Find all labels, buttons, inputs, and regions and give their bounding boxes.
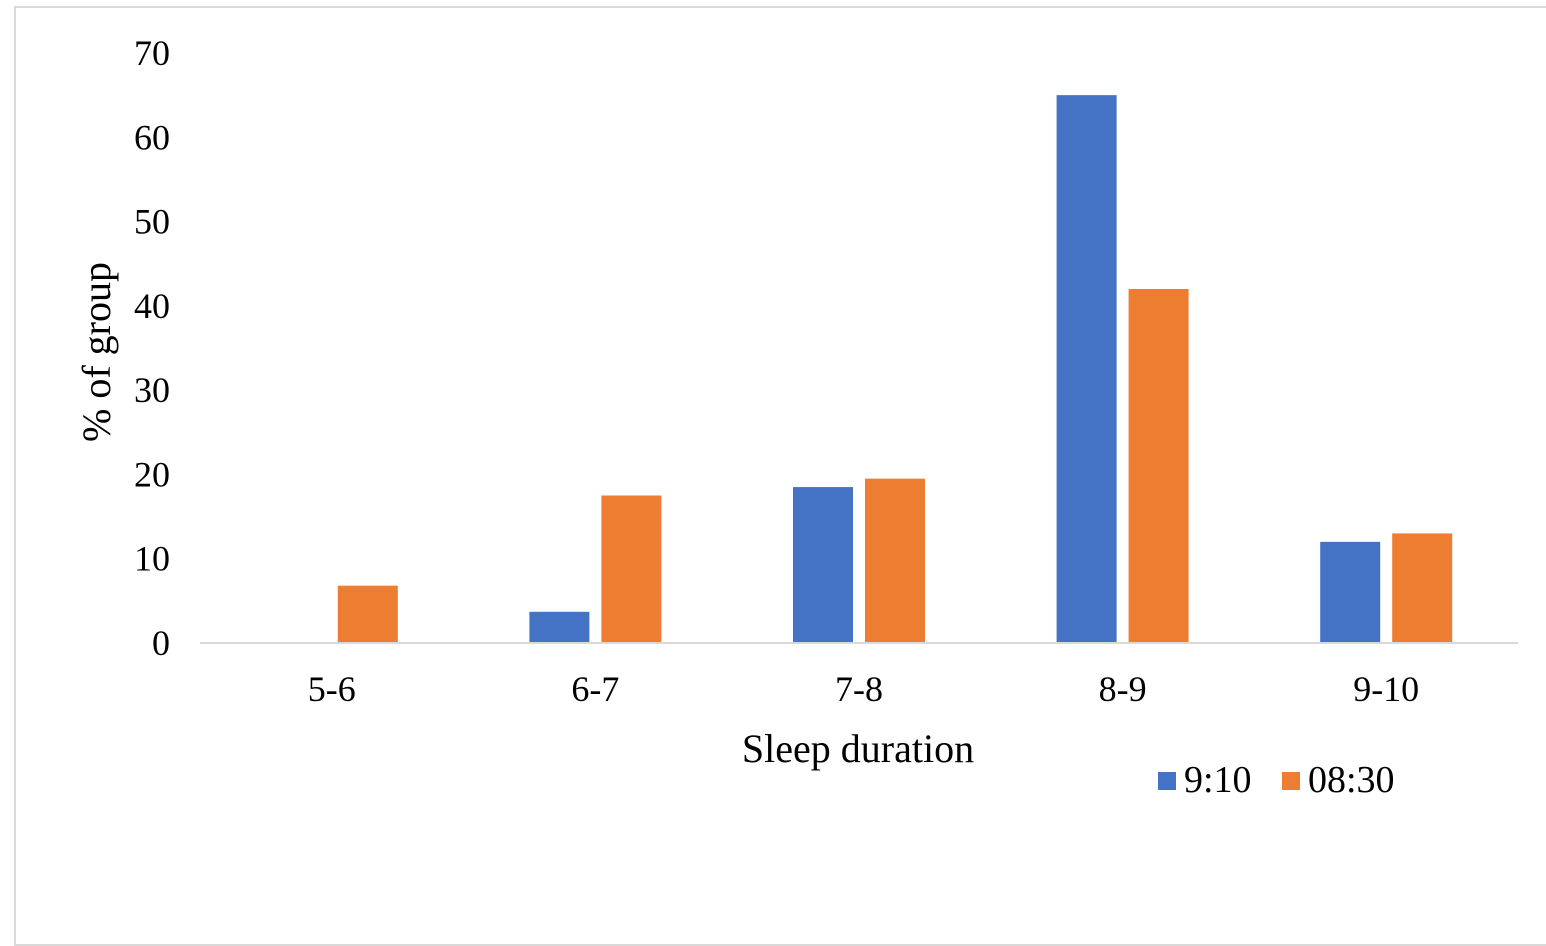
x-tick-label: 9-10 bbox=[1353, 669, 1419, 709]
x-tick-label: 5-6 bbox=[308, 669, 356, 709]
bar-5-6-series-2 bbox=[337, 585, 398, 643]
x-tick-label: 8-9 bbox=[1099, 669, 1147, 709]
y-tick-label: 0 bbox=[152, 623, 170, 663]
y-tick-label: 30 bbox=[134, 370, 170, 410]
bar-8-9-series-2 bbox=[1128, 289, 1189, 643]
y-axis-title: % of group bbox=[74, 262, 119, 442]
x-tick-label: 6-7 bbox=[571, 669, 619, 709]
y-tick-label: 20 bbox=[134, 454, 170, 494]
x-tick-label: 7-8 bbox=[835, 669, 883, 709]
y-tick-label: 60 bbox=[134, 117, 170, 157]
bar-7-8-series-2 bbox=[865, 478, 925, 643]
legend-swatch bbox=[1282, 772, 1300, 790]
x-axis-title: Sleep duration bbox=[742, 726, 974, 771]
bar-chart: 0 10 20 30 40 50 60 70 5-6 6-7 7-8 8-9 9-10 % of gr… bbox=[74, 33, 1518, 801]
bar-6-7-series-2 bbox=[601, 495, 662, 643]
x-axis-tick-labels: 5-6 6-7 7-8 8-9 9-10 bbox=[308, 669, 1419, 709]
legend-swatch bbox=[1158, 772, 1176, 790]
y-tick-label: 50 bbox=[134, 202, 170, 242]
bar-8-9-series-1 bbox=[1056, 95, 1117, 643]
bar-9-10-series-1 bbox=[1320, 541, 1381, 643]
legend-label: 08:30 bbox=[1308, 759, 1395, 801]
legend-label: 9:10 bbox=[1184, 759, 1252, 801]
bar-9-10-series-2 bbox=[1392, 533, 1453, 643]
bar-7-8-series-1 bbox=[793, 487, 853, 643]
y-tick-label: 10 bbox=[134, 539, 170, 579]
legend: 9:10 08:30 bbox=[1158, 759, 1395, 801]
bar-6-7-series-1 bbox=[529, 611, 590, 643]
y-tick-label: 70 bbox=[134, 33, 170, 73]
y-tick-label: 40 bbox=[134, 286, 170, 326]
y-axis-tick-labels: 0 10 20 30 40 50 60 70 bbox=[134, 33, 170, 663]
bars bbox=[337, 95, 1453, 643]
